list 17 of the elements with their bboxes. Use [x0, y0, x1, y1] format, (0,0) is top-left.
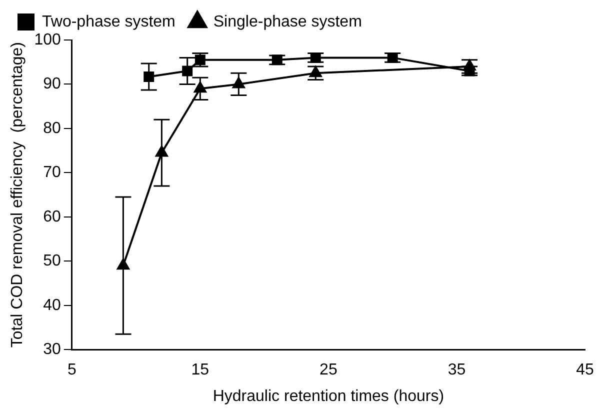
y-tick-label: 40 [43, 296, 61, 314]
x-tick-label: 45 [576, 362, 594, 379]
legend-label: Two-phase system [42, 13, 176, 30]
x-axis-title: Hydraulic retention times (hours) [212, 388, 444, 405]
y-tick-label: 80 [43, 120, 61, 137]
y-tick-label: 50 [43, 252, 61, 270]
x-tick-label: 15 [191, 362, 210, 379]
y-axis-title: Total COD removal efficiency (percentage) [9, 42, 26, 348]
y-tick-label: 70 [43, 164, 61, 182]
x-tick-label: 5 [67, 362, 76, 379]
y-tick-label: 60 [43, 208, 61, 226]
y-tick-label: 30 [43, 341, 61, 358]
y-tick-label: 100 [34, 31, 61, 48]
x-tick-label: 35 [448, 362, 466, 379]
legend-label: Single-phase system [213, 13, 362, 30]
y-tick-label: 90 [43, 76, 61, 93]
x-tick-label: 25 [320, 362, 338, 379]
